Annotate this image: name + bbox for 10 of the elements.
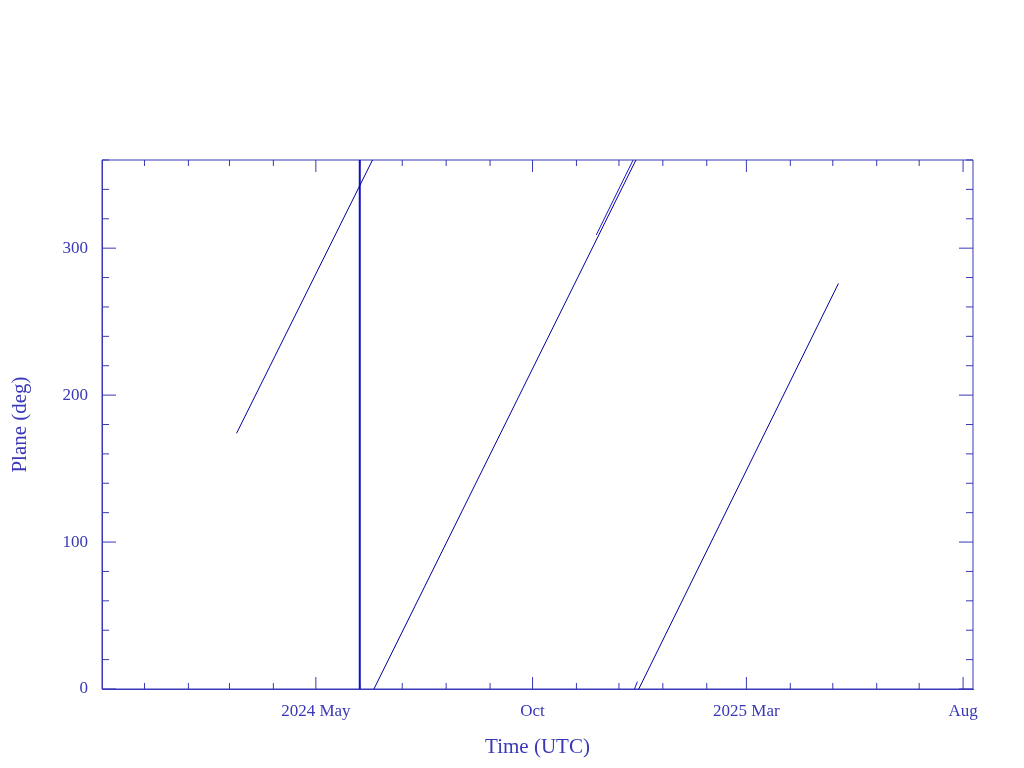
x-axis-title: Time (UTC) — [485, 733, 590, 758]
y-tick-label: 200 — [62, 384, 88, 404]
y-axis-title: Plane (deg) — [7, 376, 32, 473]
x-tick-label: Aug — [948, 700, 979, 720]
x-tick-label: Oct — [520, 700, 546, 720]
y-tick-label: 300 — [62, 237, 88, 257]
y-tick-label: 0 — [79, 678, 88, 698]
x-tick-label: 2024 May — [281, 700, 352, 720]
y-tick-label: 100 — [62, 531, 88, 551]
x-tick-label: 2025 Mar — [713, 700, 781, 720]
